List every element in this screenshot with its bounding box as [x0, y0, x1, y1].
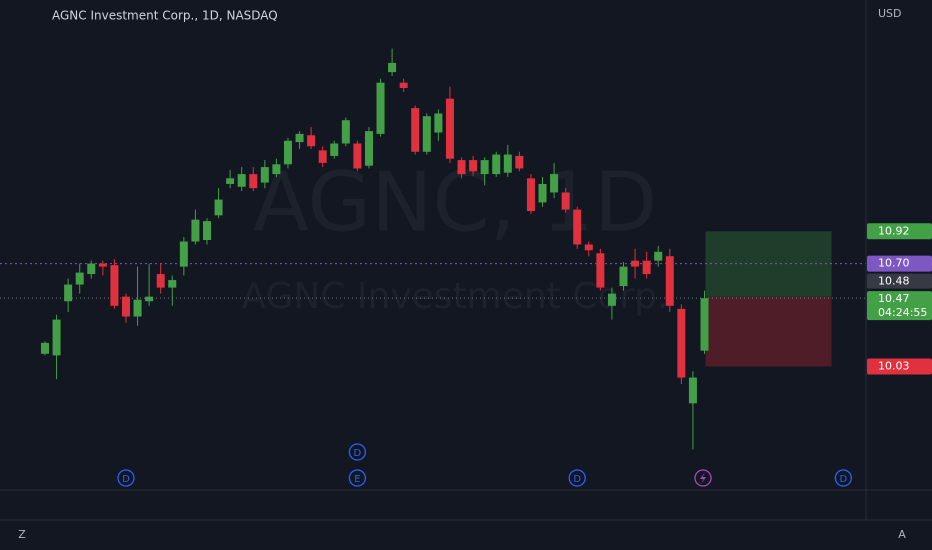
candle-body — [376, 82, 385, 134]
candle-body — [584, 244, 593, 251]
event-icon — [117, 469, 135, 487]
candle-body — [318, 150, 327, 163]
candle-body — [526, 178, 535, 212]
event-icon — [568, 469, 586, 487]
entry-label: 10.48 — [878, 275, 910, 288]
position-tool — [705, 231, 832, 367]
event-label: D — [573, 474, 581, 485]
toolbar-left-button[interactable]: Z — [18, 528, 26, 541]
watermark-name: AGNC Investment Corp. — [241, 276, 668, 317]
stop-label: 10.03 — [878, 359, 910, 372]
candle-body — [87, 263, 96, 275]
candle-body — [191, 219, 200, 242]
candle-body — [388, 62, 397, 73]
event-label: D — [839, 474, 847, 485]
candle-body — [596, 253, 605, 288]
target-label: 10.92 — [878, 224, 910, 237]
candle-body — [538, 183, 547, 203]
event-label: E — [354, 474, 360, 485]
candle-body — [411, 108, 420, 152]
candle-body — [202, 221, 211, 241]
candle-body — [272, 164, 281, 175]
candle-body — [619, 266, 628, 287]
candle-body — [480, 160, 489, 175]
candle-body — [341, 120, 350, 144]
candle-body — [330, 143, 339, 156]
candle-body — [110, 265, 119, 306]
candle-body — [445, 98, 454, 159]
target-label-box — [867, 223, 932, 240]
candle-body — [64, 284, 73, 302]
candle-body — [561, 192, 570, 210]
candle-body — [249, 174, 258, 189]
countdown-label: 04:24:55 — [878, 306, 927, 319]
candle-body — [41, 342, 49, 354]
price-line-label-box — [867, 255, 932, 272]
stop-zone — [705, 296, 832, 367]
candle-body — [168, 280, 177, 288]
stop-label-box — [867, 358, 932, 375]
candle-body — [237, 174, 246, 187]
candle-body — [399, 82, 408, 88]
candle-body — [503, 154, 512, 173]
candle-body — [145, 296, 154, 302]
candle-body — [469, 160, 478, 172]
events: D D E D D — [117, 443, 852, 487]
price-lines — [0, 263, 866, 299]
watermark: AGNC, 1D AGNC Investment Corp. — [241, 155, 668, 317]
candle-body — [457, 160, 466, 175]
candle-body — [307, 135, 316, 147]
entry-label-box — [867, 273, 932, 289]
candle-body — [677, 308, 686, 378]
candle-body — [422, 116, 431, 152]
event-label: D — [354, 448, 362, 459]
event-icon — [348, 469, 367, 487]
watermark-symbol: AGNC, 1D — [253, 155, 657, 250]
candle-body — [133, 299, 142, 317]
candle-body — [52, 319, 61, 356]
candle-body — [434, 113, 443, 133]
last-price-label: 10.47 — [878, 292, 910, 305]
candle-body — [226, 178, 235, 184]
candle-body — [283, 140, 292, 165]
candle-body — [121, 296, 130, 317]
candle-body — [642, 260, 651, 275]
candle-body — [156, 274, 165, 288]
candle-body — [654, 251, 663, 261]
event-icon — [834, 469, 852, 487]
currency-label: USD — [878, 7, 902, 20]
event-icon — [348, 443, 367, 461]
candle-body — [515, 155, 524, 169]
chart-title: AGNC Investment Corp., 1D, NASDAQ — [52, 9, 278, 23]
candle-body — [260, 167, 269, 183]
price-line-label: 10.70 — [878, 257, 910, 270]
toolbar-right-button[interactable]: A — [898, 528, 906, 541]
last-price-box — [867, 291, 932, 321]
candle-body — [492, 154, 501, 175]
candle-body — [573, 209, 582, 245]
target-zone — [705, 231, 832, 297]
lightning-icon — [700, 472, 706, 484]
candle-body — [75, 272, 84, 285]
candle-body — [364, 131, 373, 166]
candles — [41, 48, 709, 450]
candle-body — [353, 143, 362, 169]
candle-body — [98, 263, 107, 267]
event-label: D — [122, 474, 130, 485]
candle-body — [214, 199, 223, 216]
candle-body — [607, 293, 616, 306]
candle-body — [631, 260, 640, 267]
candle-body — [179, 241, 188, 267]
candle-body — [700, 298, 709, 351]
candle-body — [665, 256, 674, 306]
candle-body — [550, 174, 559, 193]
candle-body — [295, 133, 304, 143]
candle-body — [688, 377, 697, 404]
